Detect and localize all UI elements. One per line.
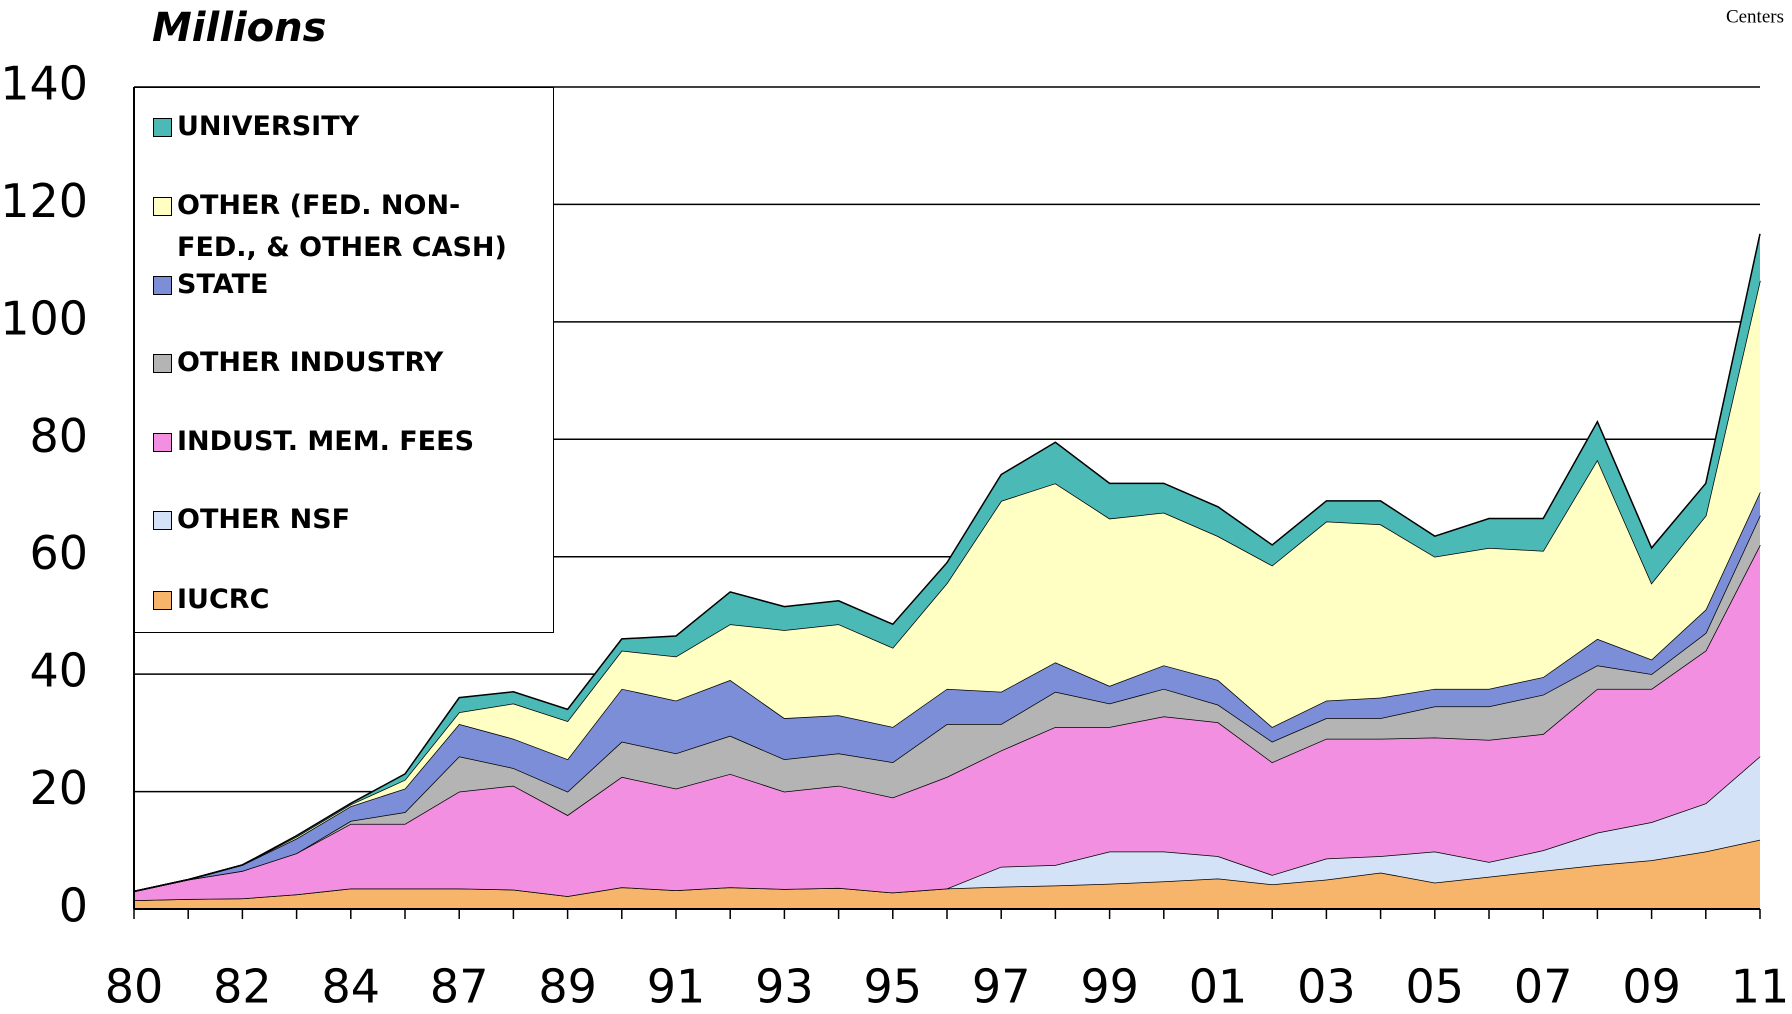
legend: UNIVERSITY OTHER (FED. NON-FED., & OTHER … [134,87,554,633]
area [134,544,1760,901]
y-tick-label: 120 [0,174,88,228]
x-tick-label: 87 [430,960,489,1014]
legend-item: OTHER (FED. NON-FED., & OTHER CASH) [153,185,523,269]
area [134,280,1760,892]
x-tick-label: 80 [105,960,164,1014]
areas [133,233,1761,909]
y-tick-label: 0 [59,879,88,933]
y-tick-label: 100 [0,291,88,345]
area [134,839,1760,909]
legend-label: IUCRC [177,584,270,615]
x-tick-label: 97 [972,960,1031,1014]
x-tick-label: 07 [1514,960,1573,1014]
x-tick-label: 01 [1189,960,1248,1014]
legend-item: OTHER INDUSTRY [153,342,523,384]
legend-swatch [153,276,172,295]
area [134,515,1760,892]
chart-title: Millions [152,5,326,51]
x-tick-label: 09 [1622,960,1681,1014]
corner-note: Centers [1726,6,1784,27]
legend-swatch [153,591,172,610]
x-tick-label: 84 [322,960,381,1014]
y-tick-label: 80 [29,409,88,463]
x-tick-label: 91 [647,960,706,1014]
legend-item: STATE [153,264,523,306]
x-tick-label: 89 [538,960,597,1014]
legend-swatch [153,197,172,216]
y-tick-label: 40 [29,644,88,698]
legend-label: OTHER INDUSTRY [177,347,444,378]
legend-swatch [153,354,172,373]
legend-label: UNIVERSITY [177,111,360,142]
legend-item: UNIVERSITY [153,106,523,148]
legend-label: OTHER NSF [177,504,351,535]
x-tick-label: 05 [1406,960,1465,1014]
legend-item: INDUST. MEM. FEES [153,421,523,463]
legend-label: OTHER (FED. NON-FED., & OTHER CASH) [177,190,507,263]
axes: 0 20 40 60 80 100 120 140 80 82 84 87 89 91 93 95 97 99 01… [0,57,1789,1014]
area [134,492,1760,892]
y-tick-label: 140 [0,57,88,111]
legend-item: OTHER NSF [153,499,523,541]
legend-swatch [153,118,172,137]
legend-swatch [153,433,172,452]
x-tick-label: 95 [864,960,923,1014]
x-tick-label: 99 [1080,960,1139,1014]
legend-swatch [153,511,172,530]
x-tick-label: 93 [755,960,814,1014]
x-tick-label: 03 [1297,960,1356,1014]
area-edge [133,233,1761,893]
x-tick-label: 82 [213,960,272,1014]
y-tick-label: 20 [29,761,88,815]
x-tick-label: 11 [1731,960,1790,1014]
legend-label: STATE [177,269,269,300]
y-tick-label: 60 [29,526,88,580]
legend-label: INDUST. MEM. FEES [177,426,475,457]
area [134,756,1760,901]
legend-item: IUCRC [153,579,523,621]
